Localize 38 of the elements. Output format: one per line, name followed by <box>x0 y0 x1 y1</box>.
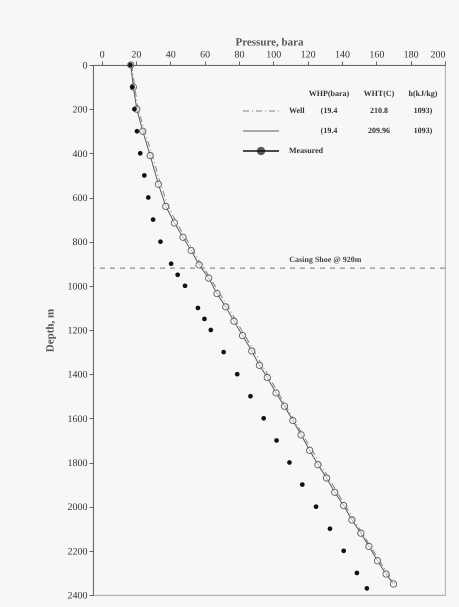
legend-label: Measured <box>289 146 324 155</box>
x-tick-label: 140 <box>334 50 350 60</box>
x-axis-title: Pressure, bara <box>235 36 304 48</box>
annotation: (19.4 <box>320 126 338 135</box>
y-tick-label: 0 <box>82 60 88 72</box>
legend-label: Well <box>289 106 306 115</box>
annotation: WHT(C) <box>364 89 395 98</box>
y-tick-label: 400 <box>72 148 88 160</box>
annotation: (19.4 <box>320 106 338 115</box>
x-tick-label: 80 <box>234 50 244 60</box>
y-tick-label: 600 <box>72 193 88 204</box>
x-tick-label: 20 <box>131 50 142 60</box>
y-tick-label: 200 <box>72 104 88 116</box>
x-tick-label: 40 <box>166 50 176 60</box>
y-tick-label: 2200 <box>68 546 88 558</box>
x-tick-label: 160 <box>369 50 384 60</box>
x-tick-label: 100 <box>266 50 282 60</box>
y-tick-label: 1000 <box>68 281 88 292</box>
y-tick-label: 1400 <box>68 370 88 381</box>
ref-line-label: Casing Shoe @ 920m <box>289 255 362 264</box>
y-axis-title: Depth, m <box>44 308 56 352</box>
x-tick-label: 180 <box>404 50 419 60</box>
y-tick-label: 1600 <box>68 414 88 425</box>
y-tick-label: 1200 <box>68 326 88 336</box>
x-tick-label: 200 <box>430 50 446 60</box>
annotation: 210.8 <box>370 106 388 115</box>
annotation: h(kJ/kg) <box>408 89 438 98</box>
y-tick-label: 800 <box>72 237 88 248</box>
y-tick-label: 1800 <box>68 458 88 469</box>
x-tick-label: 120 <box>300 50 316 60</box>
x-tick-label: 0 <box>100 50 105 60</box>
annotation: 209.96 <box>368 126 390 135</box>
y-tick-label: 2000 <box>68 502 88 514</box>
annotation: WHP(bara) <box>308 89 350 98</box>
x-tick-label: 60 <box>200 50 210 60</box>
annotation: 1093) <box>414 126 433 135</box>
annotation: 1093) <box>414 106 433 115</box>
y-tick-label: 2400 <box>68 590 88 602</box>
